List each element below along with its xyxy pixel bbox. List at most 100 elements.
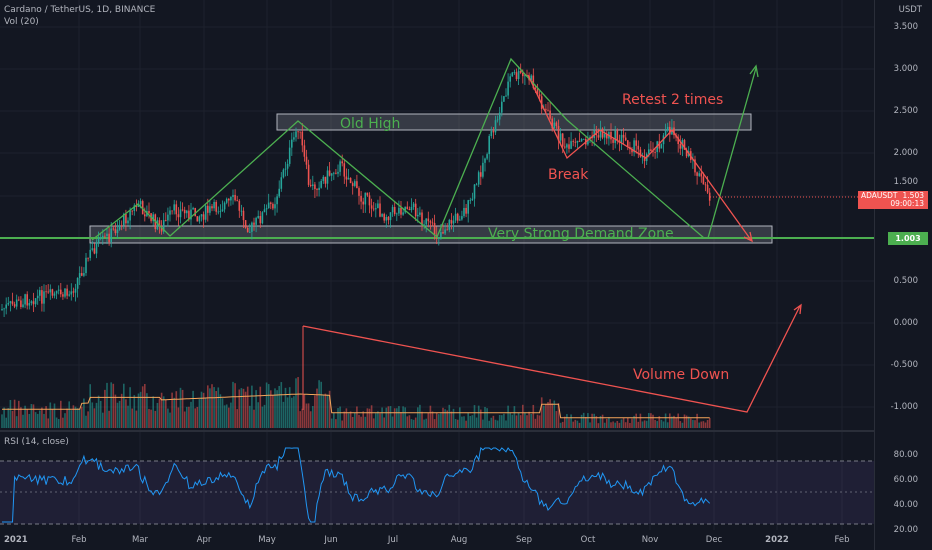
break-label[interactable]: Break xyxy=(548,167,589,183)
volume-bar xyxy=(471,415,474,428)
candle-body xyxy=(538,94,541,97)
volume-bar xyxy=(406,416,409,428)
candle-body xyxy=(622,134,625,138)
volume-bar xyxy=(141,386,144,428)
volume-bar xyxy=(24,405,26,428)
projection-line-up[interactable] xyxy=(707,67,757,239)
volume-bar xyxy=(505,420,507,428)
last-price-tag[interactable]: ADAUSDT 1.503 09:00:13 xyxy=(858,191,928,209)
rsi-axis-label: 60.00 xyxy=(893,475,918,485)
old-high-zone[interactable] xyxy=(276,113,752,131)
volume-bar xyxy=(165,399,167,428)
volume-bar xyxy=(274,388,276,428)
volume-bar xyxy=(280,382,283,428)
volume-bar xyxy=(635,413,637,428)
volume-down-label[interactable]: Volume Down xyxy=(633,367,730,383)
volume-bar xyxy=(547,402,549,428)
volume-bar xyxy=(284,387,287,428)
price-axis-label: 3.500 xyxy=(893,22,918,32)
volume-bar xyxy=(616,421,619,428)
candle-body xyxy=(578,140,581,142)
candle-body xyxy=(295,131,297,138)
candle-body xyxy=(95,242,98,254)
red-arrow-head-down xyxy=(743,231,753,243)
candle-body xyxy=(72,291,75,293)
candle-body xyxy=(114,229,117,234)
candle-body xyxy=(524,75,526,77)
volume-bar xyxy=(517,412,520,428)
volume-bar xyxy=(223,405,226,428)
volume-bar xyxy=(162,396,165,428)
candle-body xyxy=(196,216,199,222)
volume-bar xyxy=(662,421,665,428)
red-trend-lines[interactable] xyxy=(527,74,752,241)
volume-indicator-label[interactable]: Vol (20) xyxy=(4,17,39,27)
candle-body xyxy=(251,222,253,232)
candle-body xyxy=(414,203,417,217)
candle-body xyxy=(639,149,642,157)
volume-bar xyxy=(242,388,245,428)
volume-bar xyxy=(690,418,692,428)
volume-bar xyxy=(114,394,117,428)
volume-bar xyxy=(494,419,497,428)
volume-bar xyxy=(467,412,469,428)
volume-bar xyxy=(396,408,398,428)
volume-bar xyxy=(702,421,705,428)
candle-body xyxy=(480,172,482,177)
volume-bar xyxy=(404,407,406,428)
volume-bar xyxy=(194,408,196,428)
volume-bar xyxy=(423,419,425,428)
candle-body xyxy=(152,214,154,222)
volume-bar xyxy=(442,407,444,428)
candle-body xyxy=(175,204,178,215)
candle-body xyxy=(381,214,383,217)
candle-body xyxy=(162,220,165,232)
volume-bar xyxy=(20,407,22,428)
volume-bar xyxy=(5,417,7,428)
candle-body xyxy=(482,162,484,177)
volume-bar xyxy=(85,415,87,428)
candle-body xyxy=(704,184,707,186)
pattern-lines-first-half[interactable] xyxy=(91,57,705,241)
volume-bar xyxy=(175,391,178,428)
candle-body xyxy=(144,214,146,217)
old-high-label[interactable]: Old High xyxy=(340,116,401,132)
candle-body xyxy=(118,225,121,230)
demand-zone-label[interactable]: Very Strong Demand Zone xyxy=(488,226,674,242)
candle-body xyxy=(244,220,247,228)
volume-bar xyxy=(507,405,509,428)
volume-bar xyxy=(60,400,62,428)
volume-trend-line[interactable] xyxy=(302,305,801,413)
volume-bar xyxy=(454,419,457,428)
volume-bar xyxy=(639,413,642,428)
candle-body xyxy=(648,149,650,154)
volume-bar xyxy=(379,413,381,428)
volume-bar xyxy=(391,416,394,428)
volume-bar xyxy=(236,409,238,428)
volume-bar xyxy=(620,419,623,428)
candle-body xyxy=(505,95,507,97)
volume-bar xyxy=(421,411,423,428)
retest-label[interactable]: Retest 2 times xyxy=(622,92,724,108)
rsi-indicator-label[interactable]: RSI (14, close) xyxy=(4,437,69,447)
candle-body xyxy=(587,139,589,145)
volume-bar xyxy=(444,409,446,428)
volume-bar xyxy=(129,387,131,428)
candle-body xyxy=(408,208,411,211)
candle-body xyxy=(280,177,283,189)
candle-body xyxy=(288,147,291,164)
candle-body xyxy=(637,145,640,150)
volume-bar xyxy=(570,414,572,428)
candle-body xyxy=(572,141,574,142)
candle-body xyxy=(297,131,299,133)
candle-body xyxy=(167,214,169,221)
volume-bar xyxy=(698,422,700,428)
candle-body xyxy=(255,217,257,225)
volume-bar xyxy=(181,389,184,428)
grid-lines xyxy=(0,0,874,530)
symbol-title[interactable]: Cardano / TetherUS, 1D, BINANCE xyxy=(4,5,156,15)
candle-body xyxy=(564,146,566,148)
volume-bar xyxy=(179,387,182,428)
support-level-tag[interactable]: 1.003 xyxy=(888,232,928,245)
